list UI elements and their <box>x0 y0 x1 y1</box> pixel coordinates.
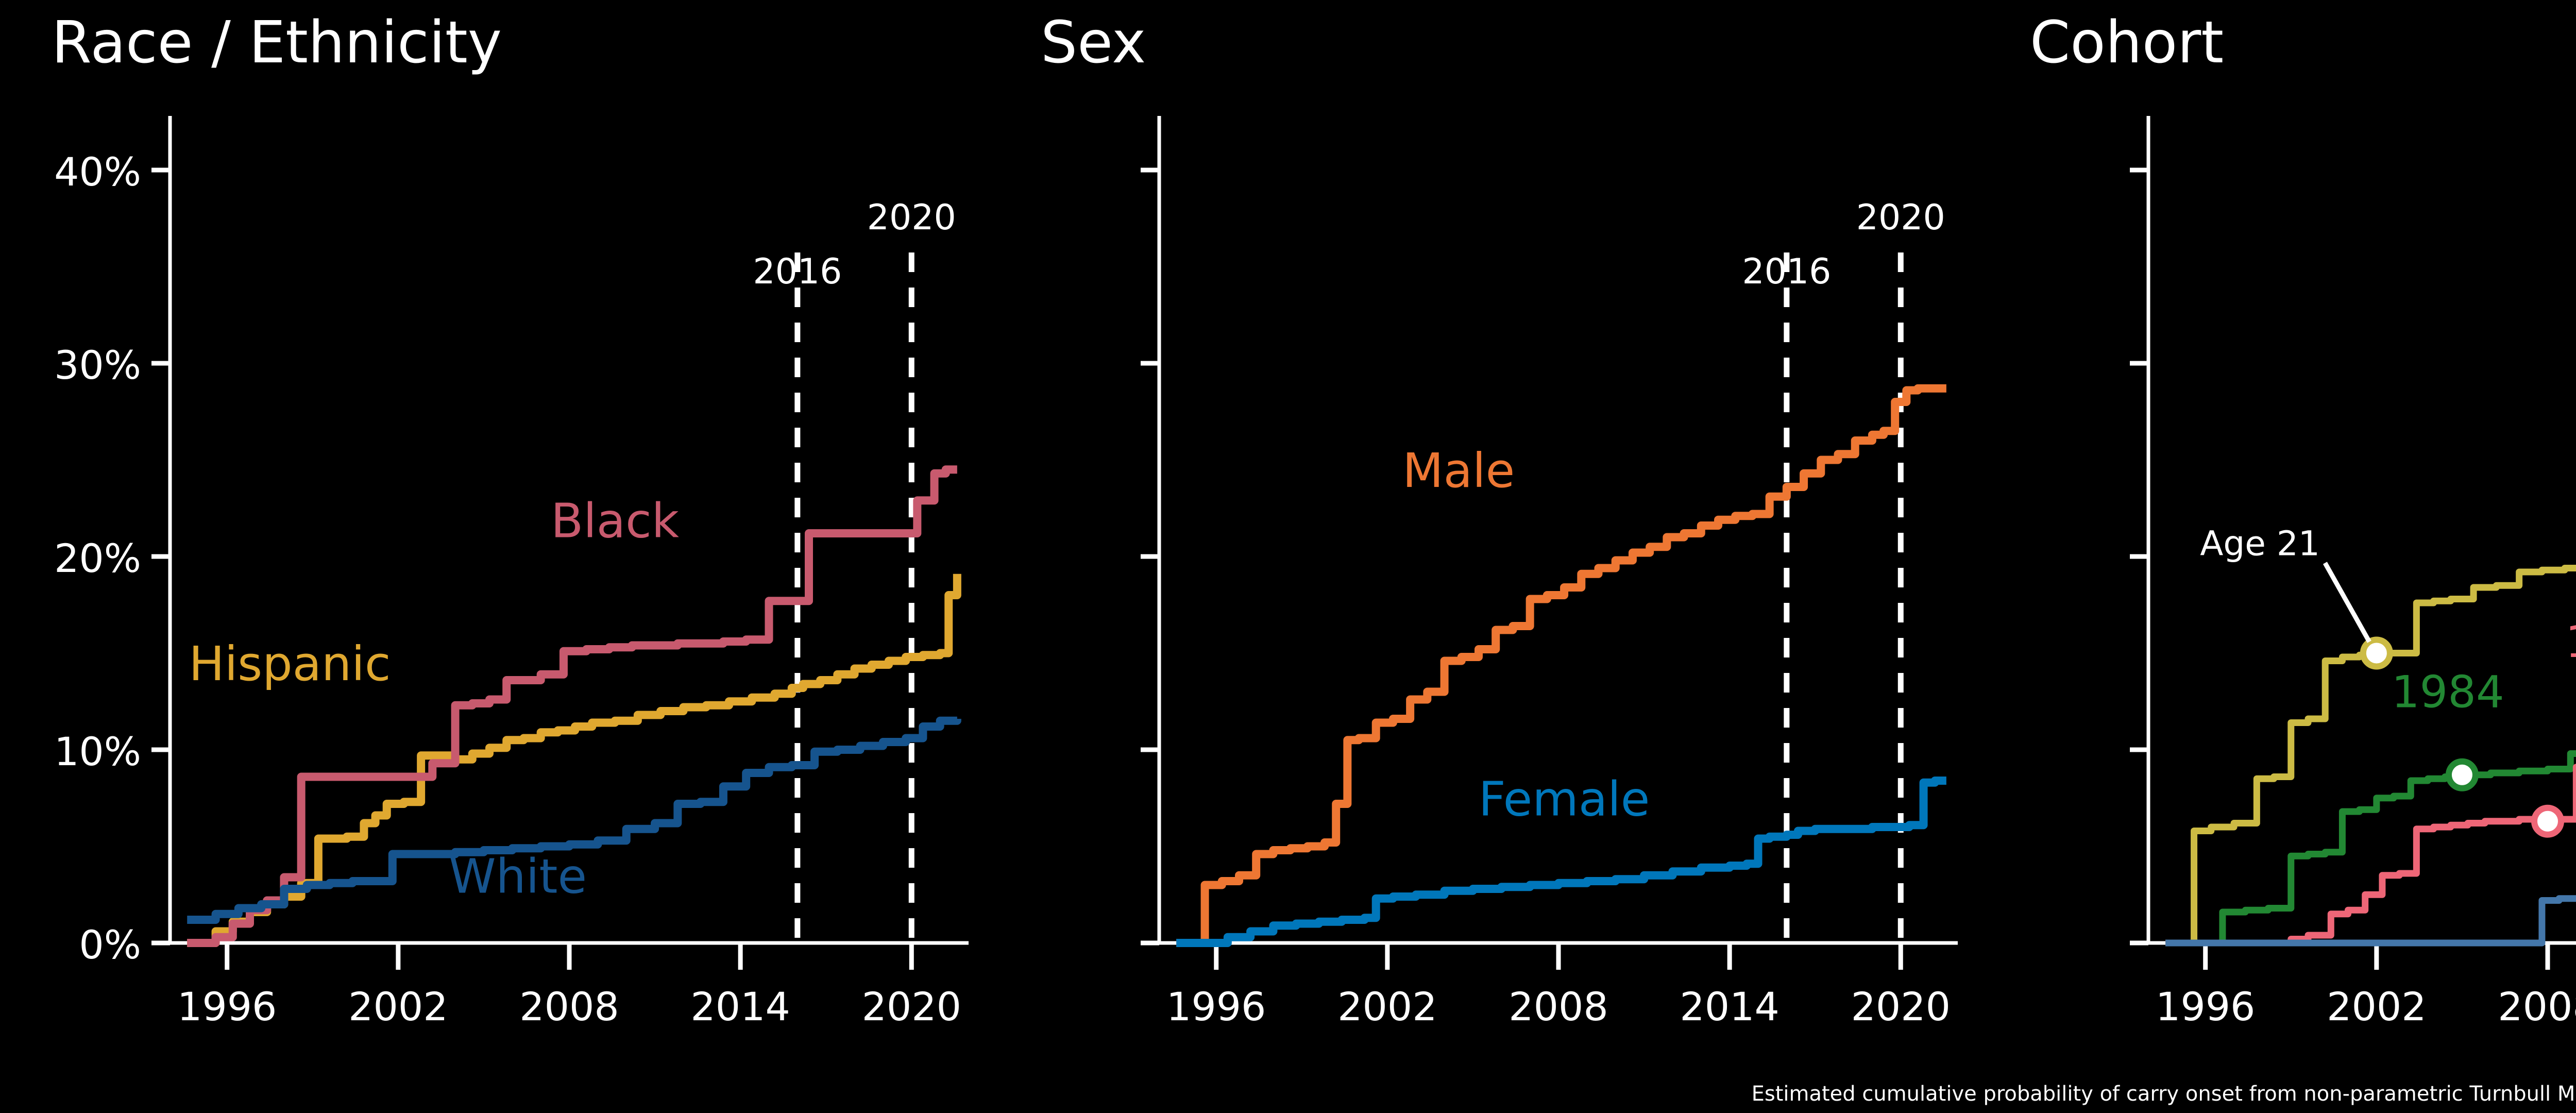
series-line-1987 <box>2165 764 2576 947</box>
panel-cohort: Cohort1996200220082014202020162020Age 21… <box>1978 0 2576 1113</box>
age21-marker-1981 <box>2360 636 2393 670</box>
x-tick-label: 2020 <box>862 984 961 1030</box>
plot-sex: 1996 2002 2008 2014 2020 2016 2020 Male Female <box>1141 116 1958 1030</box>
x-tick-label: 2008 <box>1509 984 1608 1030</box>
x-tick-label: 2008 <box>519 984 619 1030</box>
age21-marker-1984 <box>2445 758 2479 791</box>
age21-leader-line <box>2323 562 2371 643</box>
series-label-white: White <box>449 849 587 904</box>
series-line-female <box>1176 777 1946 947</box>
y-tick-label: 10% <box>54 729 141 774</box>
x-tick-label: 2008 <box>2498 984 2576 1030</box>
series-line-1981 <box>2165 565 2576 947</box>
reference-label-2016: 2016 <box>1742 251 1831 292</box>
series-label-male: Male <box>1402 443 1515 498</box>
x-tick-label: 2002 <box>348 984 448 1030</box>
series-line-1996 <box>2165 895 2576 947</box>
plot-cohort: 1996200220082014202020162020Age 21198119… <box>2130 116 2576 1030</box>
y-tick-label: 30% <box>54 342 141 388</box>
x-tick-label: 2020 <box>1851 984 1951 1030</box>
age21-marker-1987 <box>2531 804 2564 838</box>
y-tick-label: 40% <box>54 149 141 195</box>
x-tick-label: 2002 <box>1337 984 1437 1030</box>
panel-sex: Sex 1996 2002 2008 2014 2020 2016 2020 Male Femal… <box>989 0 1978 1113</box>
series-label-female: Female <box>1479 772 1650 827</box>
series-label-1984: 1984 <box>2392 667 2504 718</box>
figure-footnote: Estimated cumulative probability of carr… <box>1751 1082 2576 1106</box>
x-tick-label: 2014 <box>690 984 790 1030</box>
x-tick-label: 1996 <box>1166 984 1266 1030</box>
reference-label-2020: 2020 <box>1856 197 1945 238</box>
x-tick-label: 1996 <box>2156 984 2255 1030</box>
age21-label: Age 21 <box>2200 524 2320 564</box>
series-label-hispanic: Hispanic <box>189 636 391 692</box>
series-line-1984 <box>2165 750 2576 947</box>
reference-label-2016: 2016 <box>753 251 842 292</box>
y-tick-label: 0% <box>79 922 141 968</box>
series-line-white <box>187 716 961 924</box>
series-line-hispanic <box>187 574 961 947</box>
y-tick-label: 20% <box>54 535 141 581</box>
series-line-male <box>1176 384 1946 947</box>
panel-title: Sex <box>1041 9 1146 76</box>
series-label-black: Black <box>551 494 680 549</box>
panel-title: Race / Ethnicity <box>52 9 502 76</box>
x-tick-label: 2014 <box>1680 984 1779 1030</box>
panel-race: Race / Ethnicity 0% 10% 20% 30% 40% 1996 2002 20… <box>0 0 989 1113</box>
x-tick-label: 2002 <box>2327 984 2426 1030</box>
panel-title: Cohort <box>2030 9 2224 76</box>
x-tick-label: 1996 <box>177 984 277 1030</box>
reference-label-2020: 2020 <box>867 197 956 238</box>
plot-race: 0% 10% 20% 30% 40% 1996 2002 2008 2014 2020 2016 20… <box>54 116 969 1030</box>
series-label-1987: 1987 <box>2565 616 2576 668</box>
